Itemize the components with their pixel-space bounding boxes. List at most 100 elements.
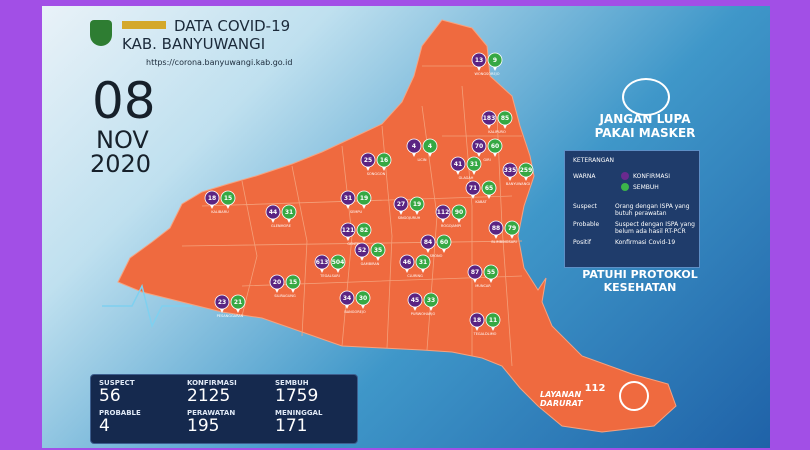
marker-recovered bbox=[487, 138, 503, 154]
marker-confirmed-value: 613 bbox=[316, 259, 329, 266]
title-bar bbox=[122, 21, 166, 29]
marker-confirmed-value: 70 bbox=[475, 143, 483, 150]
marker-confirmed-value: 121 bbox=[342, 227, 355, 234]
marker-confirmed-value: 18 bbox=[473, 317, 481, 324]
marker-recovered-value: 21 bbox=[234, 299, 242, 306]
marker-confirmed bbox=[406, 138, 422, 154]
marker-recovered bbox=[370, 242, 386, 258]
district-name: SONGGON bbox=[367, 172, 386, 176]
marker-recovered bbox=[330, 254, 346, 270]
stat-label: KONFIRMASI bbox=[187, 379, 237, 387]
marker-confirmed-value: 88 bbox=[492, 225, 500, 232]
date-day: 08 bbox=[92, 72, 156, 130]
marker-confirmed-value: 52 bbox=[358, 247, 366, 254]
marker-recovered-value: 19 bbox=[413, 201, 421, 208]
marker-confirmed bbox=[450, 156, 466, 172]
marker-confirmed bbox=[481, 110, 497, 126]
marker-recovered bbox=[487, 52, 503, 68]
marker-confirmed bbox=[354, 242, 370, 258]
district-name: GLAGAH bbox=[459, 176, 474, 180]
marker-confirmed-value: 335 bbox=[504, 167, 517, 174]
marker-recovered bbox=[504, 220, 520, 236]
definition-text: Orang dengan ISPA yang butuh perawatan bbox=[615, 203, 690, 217]
legend-color-label: WARNA bbox=[573, 173, 596, 180]
marker-confirmed bbox=[339, 290, 355, 306]
marker-recovered-value: 11 bbox=[489, 317, 497, 324]
marker-confirmed bbox=[471, 138, 487, 154]
marker-confirmed bbox=[502, 162, 518, 178]
marker-recovered bbox=[281, 204, 297, 220]
marker-recovered bbox=[355, 290, 371, 306]
marker-recovered bbox=[518, 162, 534, 178]
marker-confirmed bbox=[265, 204, 281, 220]
legend-swatch bbox=[621, 172, 629, 180]
marker-confirmed-value: 13 bbox=[475, 57, 483, 64]
district-name: KABAT bbox=[475, 200, 487, 204]
marker-confirmed bbox=[471, 52, 487, 68]
marker-confirmed bbox=[420, 234, 436, 250]
marker-confirmed bbox=[214, 294, 230, 310]
marker-confirmed bbox=[399, 254, 415, 270]
marker-recovered-value: 19 bbox=[360, 195, 368, 202]
stat-value: 56 bbox=[99, 386, 121, 406]
marker-recovered bbox=[483, 264, 499, 280]
marker-recovered-value: 504 bbox=[332, 259, 345, 266]
marker-recovered bbox=[481, 180, 497, 196]
marker-recovered bbox=[409, 196, 425, 212]
marker-recovered-value: 65 bbox=[485, 185, 493, 192]
marker-confirmed bbox=[469, 312, 485, 328]
marker-confirmed-value: 25 bbox=[364, 157, 372, 164]
marker-confirmed bbox=[488, 220, 504, 236]
marker-recovered-value: 4 bbox=[428, 143, 432, 150]
marker-recovered bbox=[422, 138, 438, 154]
stat-value: 171 bbox=[275, 416, 308, 436]
marker-confirmed bbox=[269, 274, 285, 290]
marker-confirmed-value: 71 bbox=[469, 185, 477, 192]
marker-recovered bbox=[423, 292, 439, 308]
marker-recovered bbox=[356, 222, 372, 238]
marker-recovered bbox=[230, 294, 246, 310]
district-name: PURWOHARJO bbox=[411, 312, 436, 316]
marker-confirmed-value: 46 bbox=[403, 259, 411, 266]
stat-label: PERAWATAN bbox=[187, 409, 236, 417]
district-name: PESANGGARAN bbox=[217, 314, 244, 318]
stat-label: MENINGGAL bbox=[275, 409, 323, 417]
marker-recovered bbox=[356, 190, 372, 206]
district-name: ROGOJAMPI bbox=[441, 224, 461, 228]
marker-confirmed-value: 183 bbox=[483, 115, 496, 122]
marker-recovered-value: 31 bbox=[470, 161, 478, 168]
mask-icon bbox=[622, 78, 670, 116]
marker-recovered-value: 85 bbox=[501, 115, 509, 122]
district-name: GENTENG bbox=[347, 242, 365, 246]
marker-confirmed-value: 112 bbox=[437, 209, 450, 216]
marker-confirmed-value: 23 bbox=[218, 299, 226, 306]
stat-value: 1759 bbox=[275, 386, 319, 406]
district-name: KALIBARU bbox=[211, 210, 229, 214]
marker-confirmed-value: 20 bbox=[273, 279, 281, 286]
subtitle: KAB. BANYUWANGI bbox=[122, 35, 266, 53]
pulse-line bbox=[102, 283, 192, 329]
legend-swatch bbox=[621, 183, 629, 191]
marker-recovered-value: 35 bbox=[374, 247, 382, 254]
district-name: BLIMBINGSARI bbox=[491, 240, 516, 244]
stat-label: SEMBUH bbox=[275, 379, 309, 387]
marker-recovered-value: 15 bbox=[224, 195, 232, 202]
marker-confirmed-value: 34 bbox=[343, 295, 351, 302]
marker-confirmed-value: 31 bbox=[344, 195, 352, 202]
protocol-message: PATUHI PROTOKOL KESEHATAN bbox=[582, 268, 698, 294]
marker-confirmed bbox=[340, 190, 356, 206]
emergency-number: 112 bbox=[584, 383, 606, 394]
marker-recovered bbox=[451, 204, 467, 220]
marker-confirmed bbox=[393, 196, 409, 212]
marker-recovered bbox=[466, 156, 482, 172]
marker-confirmed-value: 4 bbox=[412, 143, 416, 150]
marker-recovered-value: 55 bbox=[487, 269, 495, 276]
marker-confirmed bbox=[360, 152, 376, 168]
marker-recovered-value: 15 bbox=[289, 279, 297, 286]
district-name: TEGALSARI bbox=[319, 274, 340, 278]
district-name: LICIN bbox=[417, 158, 426, 162]
region-shape bbox=[117, 19, 677, 433]
marker-confirmed bbox=[465, 180, 481, 196]
